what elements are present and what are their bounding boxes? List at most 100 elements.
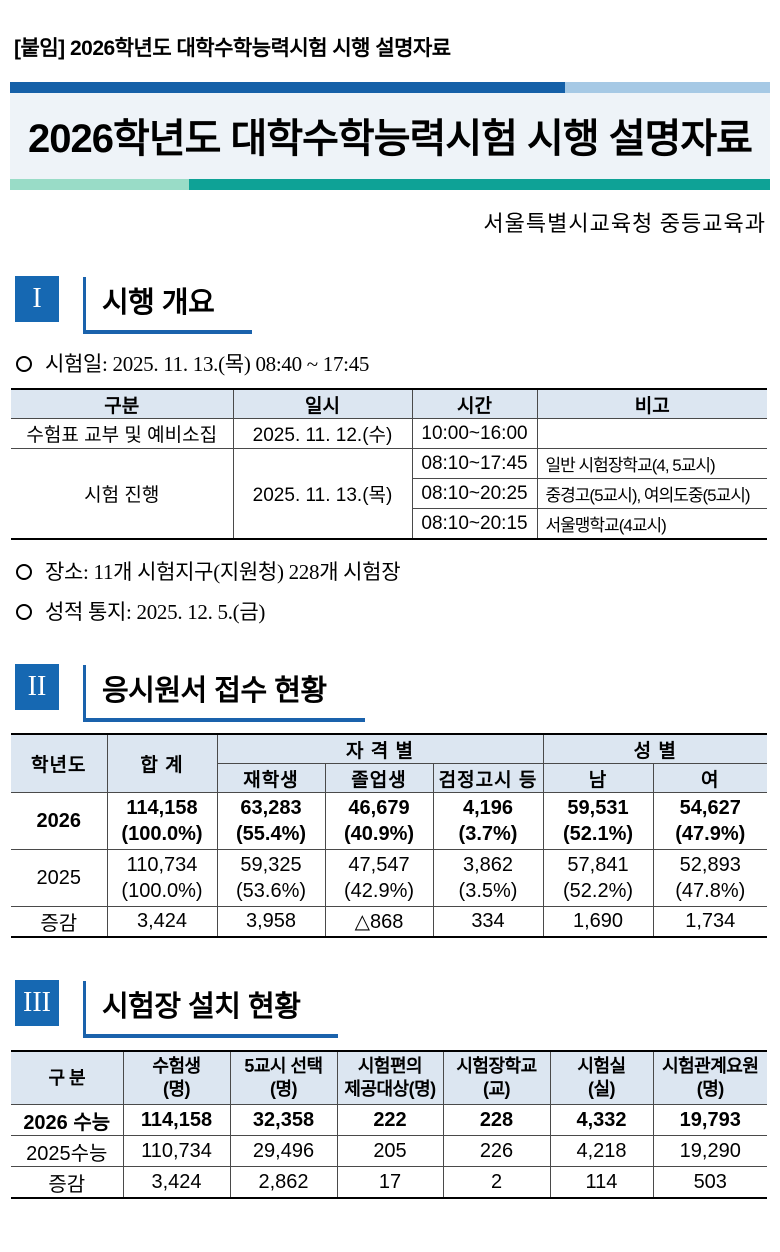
header-line: 시험실: [577, 1056, 626, 1076]
section-3-numeral-box: III: [15, 980, 59, 1026]
value-cell: 222: [336, 1104, 444, 1136]
column-header-schools: 시험장학교 (교): [442, 1050, 551, 1105]
date-cell: 2025. 11. 13.(목): [232, 448, 413, 540]
column-header-staff: 시험관계요원 (명): [652, 1050, 767, 1105]
value-cell: △868: [324, 906, 434, 938]
value-cell: 2,862: [229, 1166, 338, 1199]
year-cell: 2026: [11, 792, 108, 850]
value: 47,547: [348, 854, 410, 876]
banner-bottom-bar-teal: [188, 179, 770, 190]
header-line: (명): [162, 1079, 191, 1099]
value: 59,325: [240, 854, 302, 876]
value-cell: 4,332: [549, 1104, 654, 1136]
table-row: 08:10~20:15 서울맹학교(4교시): [11, 508, 767, 540]
value-cell: 114: [549, 1166, 654, 1199]
value-cell: 110,734 (100.0%): [106, 849, 218, 907]
percent: (3.5%): [458, 880, 518, 902]
percent: (53.6%): [235, 880, 307, 902]
date-cell: 2025. 11. 12.(수): [232, 418, 413, 449]
section-1-numeral-box: I: [15, 276, 59, 322]
section-2-title: 응시원서 접수 현황: [83, 665, 365, 722]
label-cell: 증감: [11, 1166, 124, 1199]
table-row-diff: 증감 3,424 2,862 17 2 114 503: [11, 1166, 767, 1199]
circle-bullet-icon: [16, 355, 32, 372]
table-row-2026: 2026 114,158 (100.0%) 63,283 (55.4%) 46,…: [11, 792, 768, 850]
application-header-row-1: 학년도 합 계 자 격 별 성 별: [11, 733, 768, 793]
value-cell: 46,679 (40.9%): [324, 792, 434, 850]
year-cell: 증감: [11, 906, 108, 938]
gubun-cell: 시험 진행: [11, 448, 234, 540]
banner-title: 2026학년도 대학수학능력시험 시행 설명자료: [10, 93, 770, 179]
value-cell: 19,290: [652, 1135, 767, 1167]
header-line: 시험편의: [357, 1056, 423, 1076]
label-cell: 2025수능: [11, 1135, 124, 1167]
percent: (55.4%): [235, 823, 307, 845]
application-table: 학년도 합 계 자 격 별 성 별 재학생 졸업생 검정고시 등 남 여 202…: [11, 733, 768, 938]
column-header-year: 학년도: [11, 733, 108, 793]
title-banner: 2026학년도 대학수학능력시험 시행 설명자료: [10, 82, 770, 190]
column-header-total: 합 계: [106, 733, 218, 793]
banner-bottom-bar-mint: [10, 179, 189, 190]
value-cell: 47,547 (42.9%): [324, 849, 434, 907]
circle-bullet-icon: [16, 563, 32, 580]
column-header-male: 남: [542, 763, 654, 793]
site-header-row: 구 분 수험생 (명) 5교시 선택 (명) 시험편의 제공대상(명) 시험장학…: [11, 1050, 767, 1105]
time-cell: 10:00~16:00: [411, 418, 538, 449]
header-line: (실): [587, 1079, 616, 1099]
column-header-female: 여: [652, 763, 768, 793]
column-header-period5: 5교시 선택 (명): [229, 1050, 338, 1105]
percent: (100.0%): [121, 880, 203, 902]
header-line: (명): [269, 1079, 298, 1099]
label-cell: 2026 수능: [11, 1104, 124, 1136]
note-cell: 일반 시험장학교(4, 5교시): [536, 448, 767, 479]
value: 57,841: [567, 854, 629, 876]
percent: (100.0%): [121, 823, 203, 845]
percent: (47.9%): [675, 823, 746, 845]
application-header-row-2: 재학생 졸업생 검정고시 등 남 여: [11, 763, 768, 793]
section-1-header: I 시행 개요: [15, 276, 780, 334]
value-cell: 59,531 (52.1%): [542, 792, 654, 850]
column-header-rooms: 시험실 (실): [549, 1050, 654, 1105]
banner-top-bar-dark: [10, 82, 565, 93]
section-1-title: 시행 개요: [83, 277, 253, 334]
table-row-2025: 2025 110,734 (100.0%) 59,325 (53.6%) 47,…: [11, 849, 768, 907]
affiliation: 서울특별시교육청 중등교육과: [483, 211, 766, 236]
value-cell: 2: [442, 1166, 551, 1199]
gubun-cell: 수험표 교부 및 예비소집: [11, 418, 234, 449]
value-cell: 29,496: [229, 1135, 338, 1167]
site-table: 구 분 수험생 (명) 5교시 선택 (명) 시험편의 제공대상(명) 시험장학…: [11, 1050, 767, 1199]
column-header-date: 일시: [232, 388, 413, 419]
year-cell: 2025: [11, 849, 108, 907]
value: 59,531: [567, 797, 629, 819]
section-3-title: 시험장 설치 현황: [83, 981, 339, 1038]
column-header-graduate: 졸업생: [324, 763, 434, 793]
value: 52,893: [679, 854, 741, 876]
time-cell: 08:10~20:25: [412, 478, 538, 509]
percent: (3.7%): [458, 823, 518, 845]
value-cell: 19,793: [652, 1104, 767, 1136]
score-notice-text: 성적 통지: 2025. 12. 5.(금): [45, 600, 266, 624]
column-header-gender-group: 성 별: [542, 733, 768, 764]
section-2-numeral-box: II: [15, 664, 59, 710]
value: 54,627: [679, 797, 741, 819]
column-header-enrolled: 재학생: [217, 763, 326, 793]
value-cell: 4,218: [549, 1135, 654, 1167]
column-header-qualification-group: 자 격 별: [216, 733, 544, 764]
column-header-time: 시간: [411, 388, 538, 419]
value-cell: 110,734: [122, 1135, 231, 1167]
location-text: 장소: 11개 시험지구(지원청) 228개 시험장: [45, 560, 401, 584]
value-cell: 52,893 (47.8%): [652, 849, 768, 907]
column-header-accommodation: 시험편의 제공대상(명): [336, 1050, 444, 1105]
percent: (52.2%): [563, 880, 634, 902]
header-line: 시험관계요원: [662, 1056, 759, 1076]
time-cell: 08:10~17:45: [411, 448, 538, 479]
column-header-examinees: 수험생 (명): [122, 1050, 231, 1105]
value-cell: 334: [432, 906, 544, 938]
percent: (40.9%): [343, 823, 415, 845]
value-cell: 54,627 (47.9%): [652, 792, 768, 850]
value-cell: 4,196 (3.7%): [432, 792, 544, 850]
schedule-header-row: 구분 일시 시간 비고: [11, 388, 767, 419]
value-cell: 3,862 (3.5%): [432, 849, 544, 907]
value-cell: 228: [442, 1104, 551, 1136]
